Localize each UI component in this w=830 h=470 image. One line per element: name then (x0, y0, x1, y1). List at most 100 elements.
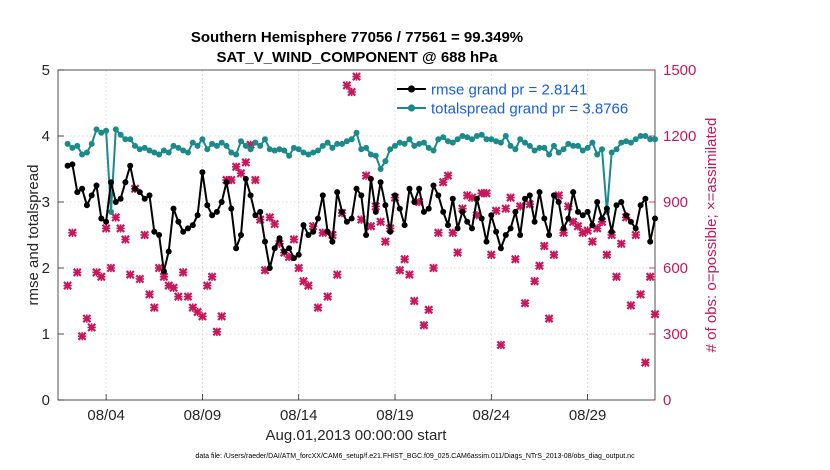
right-tick-label: 300 (663, 326, 688, 343)
totalspread-point (382, 158, 389, 165)
rmse-point (300, 222, 307, 229)
rmse-point (647, 238, 654, 245)
rmse-point (180, 228, 187, 235)
rmse-point (189, 222, 196, 229)
totalspread-point (83, 149, 90, 156)
rmse-point (483, 238, 490, 245)
obs-marker (448, 228, 458, 238)
rmse-point (497, 245, 504, 252)
obs-marker (424, 305, 434, 315)
totalspread-point (454, 136, 461, 143)
rmse-point (565, 215, 572, 222)
obs-marker (159, 272, 169, 282)
rmse-point (502, 232, 509, 238)
rmse-point (247, 192, 254, 199)
totalspread-point (507, 142, 514, 149)
totalspread-series (64, 126, 658, 215)
rmse-point (387, 228, 394, 235)
totalspread-point (584, 144, 591, 151)
rmse-point (315, 215, 321, 222)
y-tick-label: 0 (42, 392, 50, 409)
x-tick-label: 08/14 (280, 407, 318, 424)
rmse-point (319, 192, 326, 199)
rmse-point (449, 195, 456, 202)
totalspread-point (339, 140, 346, 147)
totalspread-point (579, 147, 586, 154)
totalspread-point (165, 149, 172, 156)
rmse-point (286, 245, 293, 252)
y-tick-label: 5 (42, 62, 50, 79)
totalspread-point (560, 146, 567, 153)
rmse-point (271, 245, 278, 252)
rmse-point (295, 251, 302, 258)
totalspread-point (108, 208, 114, 215)
totalspread-point (526, 142, 533, 149)
totalspread-point (473, 133, 480, 139)
obs-marker (212, 327, 222, 337)
rmse-point (199, 169, 206, 176)
legend-totalspread-marker (407, 104, 416, 112)
obs-marker (111, 213, 121, 222)
rmse-point (627, 218, 634, 225)
rmse-point (603, 205, 610, 212)
right-axis-ticks: 0 300 600 900 1200 1500 (649, 62, 696, 409)
right-tick-label: 900 (663, 194, 688, 211)
totalspread-point (310, 149, 317, 156)
obs-marker (96, 272, 106, 282)
totalspread-point (632, 136, 639, 143)
rmse-point (83, 202, 90, 209)
totalspread-point (180, 147, 187, 154)
totalspread-point (497, 139, 504, 146)
rmse-series (64, 161, 658, 275)
obs-marker (640, 358, 650, 367)
rmse-point (531, 218, 538, 225)
rmse-point (79, 185, 86, 192)
obs-marker (198, 312, 207, 321)
rmse-point (290, 255, 297, 262)
rmse-point (637, 202, 644, 209)
totalspread-point (136, 146, 143, 153)
rmse-point (156, 232, 163, 238)
totalspread-point (170, 142, 177, 149)
totalspread-point (459, 133, 466, 139)
rmse-point (459, 208, 466, 215)
x-tick-label: 08/24 (473, 407, 511, 424)
totalspread-point (132, 142, 138, 149)
rmse-point (343, 218, 350, 225)
rmse-point (170, 205, 177, 212)
rmse-point (358, 192, 365, 199)
rmse-point (262, 238, 268, 245)
totalspread-point (348, 136, 355, 143)
obs-marker (323, 292, 332, 301)
rmse-point (392, 192, 398, 199)
rmse-point (401, 222, 408, 229)
rmse-point (522, 195, 528, 202)
rmse-point (372, 208, 379, 215)
obs-marker (231, 162, 241, 172)
totalspread-point (103, 127, 110, 134)
rmse-point (473, 195, 480, 202)
totalspread-point (238, 138, 244, 145)
totalspread-point (74, 142, 81, 149)
obs-marker (121, 235, 130, 244)
rmse-point (305, 232, 312, 238)
totalspread-point (469, 136, 475, 143)
obs-marker (125, 270, 135, 279)
obs-marker (77, 331, 87, 341)
totalspread-point (541, 144, 548, 151)
totalspread-point (281, 147, 288, 154)
obs-marker (429, 263, 438, 273)
totalspread-point (425, 144, 432, 151)
x-tick-label: 08/19 (376, 407, 414, 424)
totalspread-point (627, 139, 634, 146)
rmse-point (464, 218, 471, 225)
rmse-point (575, 208, 581, 215)
totalspread-point (209, 140, 216, 147)
rmse-point (204, 202, 211, 209)
obs-marker (217, 312, 227, 321)
obs-marker (72, 268, 82, 277)
rmse-point (416, 185, 423, 192)
totalspread-point (502, 133, 509, 139)
obs-marker (645, 272, 655, 282)
rmse-point (146, 192, 153, 199)
